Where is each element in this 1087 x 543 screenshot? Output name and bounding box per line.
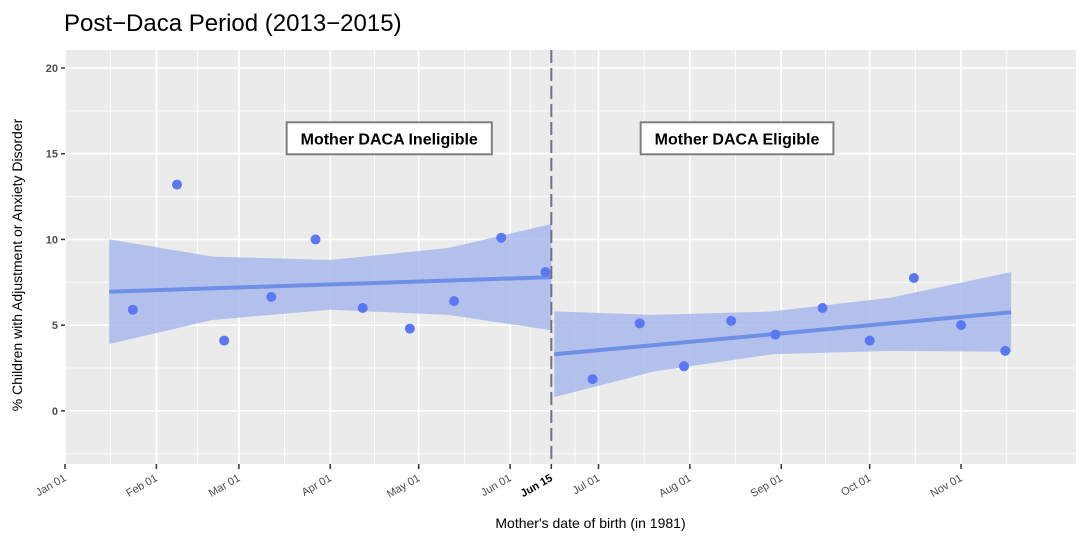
x-tick-label: Oct 01 [839, 472, 873, 499]
data-point [864, 335, 875, 346]
annotation-box [639, 121, 835, 156]
annotation-box [285, 121, 493, 156]
y-tick-label: 5 [52, 320, 58, 332]
data-point [817, 303, 828, 313]
fit-line-1 [554, 310, 1012, 357]
x-axis: Jan 01 Feb 01 Mar 01 Apr 01 May 01 Jun 01 Jun … [34, 464, 965, 501]
x-tick-label: Aug 01 [657, 472, 693, 500]
x-tick-label: Jul 01 [571, 472, 602, 497]
x-tick-label: Apr 01 [300, 472, 334, 499]
annotations: Mother DACA Ineligible Mother DACA Eligib… [285, 121, 835, 156]
x-tick-label: Jun 01 [479, 472, 514, 499]
fit-line-0 [109, 275, 552, 294]
annotation-text: Mother DACA Ineligible [301, 131, 478, 148]
data-point [587, 374, 598, 385]
data-point [449, 296, 460, 307]
x-tick-label: Feb 01 [124, 472, 160, 500]
data-point [127, 304, 138, 315]
data-point [956, 320, 967, 331]
data-point [1000, 345, 1011, 356]
data-point [908, 273, 919, 283]
x-tick-label: Jan 01 [34, 472, 69, 499]
data-point [726, 315, 737, 326]
data-point [540, 267, 551, 277]
data-point [634, 318, 645, 329]
y-tick-label: 20 [46, 63, 58, 75]
data-point [357, 303, 368, 313]
data-point [310, 234, 321, 245]
data-point [266, 291, 277, 302]
data-point [404, 323, 415, 334]
y-tick-label: 10 [46, 234, 58, 246]
annotation-text: Mother DACA Eligible [655, 131, 820, 148]
x-tick-label: Mar 01 [207, 472, 243, 500]
x-axis-title: Mother's date of birth (in 1981) [495, 515, 685, 531]
data-point [678, 361, 689, 372]
fit-lines [109, 275, 1012, 357]
y-axis: 0 5 10 15 20 [46, 63, 65, 418]
y-tick-label: 0 [52, 406, 58, 418]
y-axis-title: % Children with Adjustment or Anxiety Di… [9, 118, 25, 411]
data-point [219, 335, 230, 346]
data-points [127, 179, 1011, 385]
data-point [172, 179, 183, 190]
x-tick-label: Jun 15 [519, 472, 555, 500]
x-tick-label: Nov 01 [928, 472, 964, 500]
x-tick-label: Sep 01 [749, 472, 785, 500]
plot-panel [65, 50, 1076, 464]
x-tick-label: May 01 [385, 472, 422, 500]
data-point [496, 232, 507, 243]
chart-title: Post−Daca Period (2013−2015) [64, 10, 402, 37]
annotation-label: Mother DACA Eligible [639, 121, 835, 156]
y-tick-label: 15 [46, 149, 58, 161]
data-point [770, 329, 781, 340]
annotation-label: Mother DACA Ineligible [285, 121, 493, 156]
